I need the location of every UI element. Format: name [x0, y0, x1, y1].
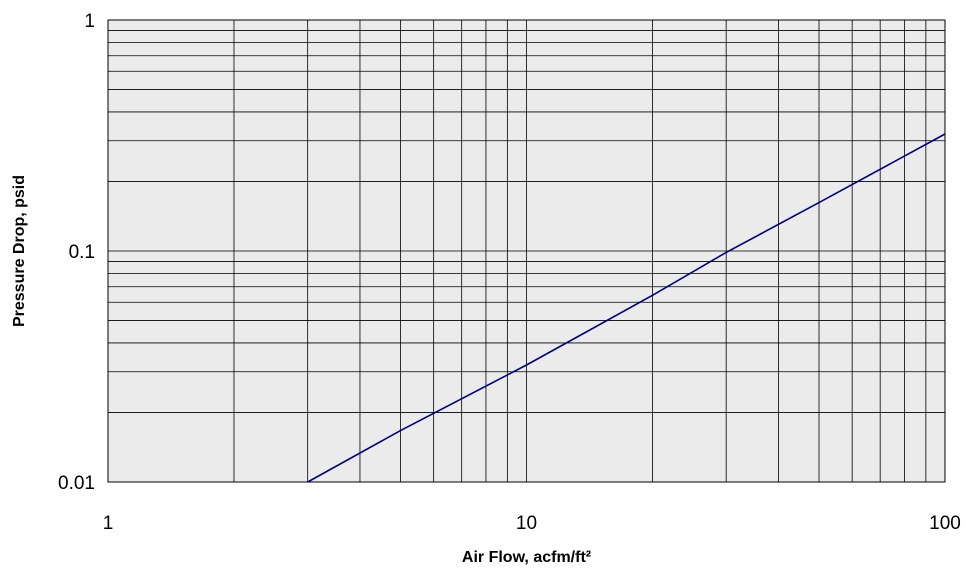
plot-frame — [107, 19, 946, 483]
x-tick-label: 10 — [516, 513, 537, 534]
y-tick-label: 0.1 — [69, 242, 95, 263]
x-tick-labels: 1 10 100 — [103, 513, 961, 534]
series-line — [307, 133, 946, 483]
x-tick-label: 1 — [103, 513, 114, 534]
y-axis-title: Pressure Drop, psid — [11, 175, 28, 327]
y-tick-label: 1 — [84, 11, 95, 32]
x-tick-label: 100 — [929, 513, 961, 534]
y-gridlines — [108, 30, 945, 413]
y-tick-labels: 0.01 0.1 1 — [58, 11, 95, 494]
y-tick-label: 0.01 — [58, 473, 95, 494]
series-layer — [307, 133, 946, 483]
x-axis-title: Air Flow, acfm/ft² — [462, 549, 591, 566]
